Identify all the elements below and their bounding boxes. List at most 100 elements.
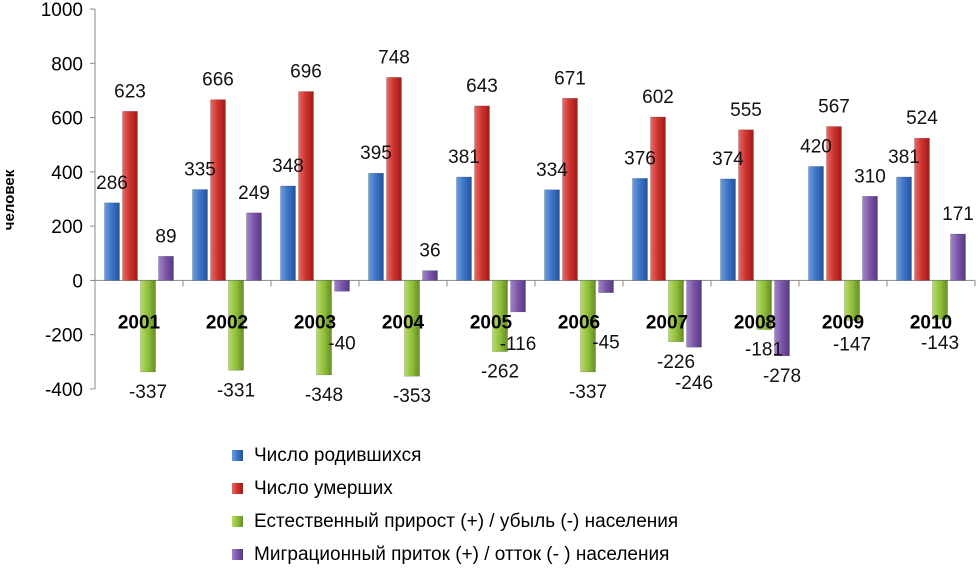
data-label: 602 (642, 87, 674, 108)
bar-2-2001 (122, 111, 138, 281)
bar-3-2001 (140, 280, 156, 373)
data-label: -181 (745, 340, 783, 361)
x-tick-label: 2010 (910, 312, 952, 333)
data-label: -147 (833, 334, 871, 355)
x-tick-label: 2007 (646, 312, 688, 333)
y-tick-label: -200 (45, 326, 83, 347)
legend-swatch-1 (232, 450, 243, 461)
data-label: 696 (290, 62, 322, 83)
bar-3-2007 (668, 280, 684, 343)
y-tick-label: -400 (45, 380, 83, 401)
data-label: 381 (448, 147, 480, 168)
data-label: 310 (854, 166, 886, 187)
y-tick-label: 600 (51, 109, 83, 130)
x-tick-label: 2008 (734, 312, 776, 333)
bar-4-2008 (774, 280, 790, 357)
bar-4-2009 (862, 195, 878, 281)
data-label: -116 (500, 334, 537, 355)
data-label: 666 (202, 70, 234, 91)
bar-4-2004 (422, 270, 438, 281)
data-label: -278 (763, 366, 801, 387)
x-tick-label: 2006 (558, 312, 600, 333)
bar-3-2010 (932, 280, 948, 320)
bar-2-2009 (826, 126, 842, 281)
bar-2-2003 (298, 91, 314, 281)
legend-swatch-2 (232, 483, 243, 494)
data-label: 335 (184, 160, 216, 181)
bar-2-2002 (210, 99, 226, 281)
data-label: 249 (238, 183, 270, 204)
bar-2-2006 (562, 98, 578, 281)
bar-1-2004 (368, 172, 384, 281)
y-axis-title: человек (1, 169, 18, 230)
y-tick-label: 400 (51, 163, 83, 184)
data-label: 395 (360, 143, 392, 164)
bar-2-2008 (738, 129, 754, 281)
data-label: -353 (393, 386, 431, 407)
legend-swatch-4 (232, 549, 243, 560)
bar-2-2005 (474, 105, 490, 281)
data-label: -262 (481, 362, 519, 383)
bar-4-2002 (246, 212, 262, 281)
bar-3-2002 (228, 280, 244, 371)
data-label: -45 (592, 333, 619, 354)
bar-2-2004 (386, 77, 402, 281)
y-tick-label: 200 (51, 217, 83, 238)
data-label: -337 (569, 382, 607, 403)
legend-label-1: Число родившихся (254, 445, 421, 466)
bar-3-2006 (580, 280, 596, 373)
data-label: 420 (800, 136, 832, 157)
data-label: -226 (657, 352, 695, 373)
legend-swatch-3 (232, 516, 243, 527)
data-label: -143 (921, 333, 959, 354)
data-label: -337 (129, 382, 167, 403)
bar-3-2003 (316, 280, 332, 376)
data-label: 376 (624, 148, 656, 169)
x-tick-label: 2005 (470, 312, 513, 333)
data-label: 671 (554, 68, 586, 89)
data-label: 36 (419, 241, 440, 262)
bar-3-2008 (756, 280, 772, 330)
legend-label-2: Число умерших (254, 478, 393, 499)
data-label: 524 (906, 108, 938, 129)
bar-1-2002 (192, 189, 208, 281)
data-label: 381 (888, 147, 920, 168)
data-label: 374 (712, 149, 744, 170)
data-label: 555 (730, 100, 762, 121)
bar-1-2010 (896, 176, 912, 281)
bar-4-2001 (158, 255, 174, 281)
x-tick-label: 2009 (822, 312, 864, 333)
bar-4-2005 (510, 280, 526, 313)
data-label: 89 (155, 226, 176, 247)
y-tick-label: 1000 (41, 0, 83, 21)
bar-1-2003 (280, 185, 296, 281)
bar-3-2004 (404, 280, 420, 377)
bar-1-2007 (632, 178, 648, 281)
y-tick-label: 0 (72, 271, 83, 292)
data-label: -331 (217, 380, 255, 401)
bar-1-2009 (808, 166, 824, 281)
data-label: 348 (272, 156, 304, 177)
x-tick-label: 2003 (294, 312, 336, 333)
legend-label-3: Естественный прирост (+) / убыль (-) нас… (254, 511, 678, 532)
bar-3-2009 (844, 280, 860, 321)
data-label: 334 (536, 160, 568, 181)
bar-1-2006 (544, 189, 560, 281)
data-label: -246 (675, 373, 713, 394)
data-label: -348 (305, 385, 343, 406)
x-tick-label: 2001 (118, 312, 161, 333)
data-label: 286 (96, 173, 128, 194)
bar-2-2010 (914, 137, 930, 281)
bar-4-2010 (950, 233, 966, 281)
bar-4-2006 (598, 280, 614, 293)
bar-1-2005 (456, 176, 472, 281)
data-label: 623 (114, 81, 146, 102)
data-label: 171 (942, 204, 974, 225)
legend-label-4: Миграционный приток (+) / отток (- ) нас… (254, 544, 669, 565)
y-tick-label: 800 (51, 54, 83, 75)
bar-1-2001 (104, 202, 120, 281)
bar-4-2003 (334, 280, 350, 292)
data-label: 748 (378, 47, 410, 68)
data-label: 643 (466, 76, 498, 97)
